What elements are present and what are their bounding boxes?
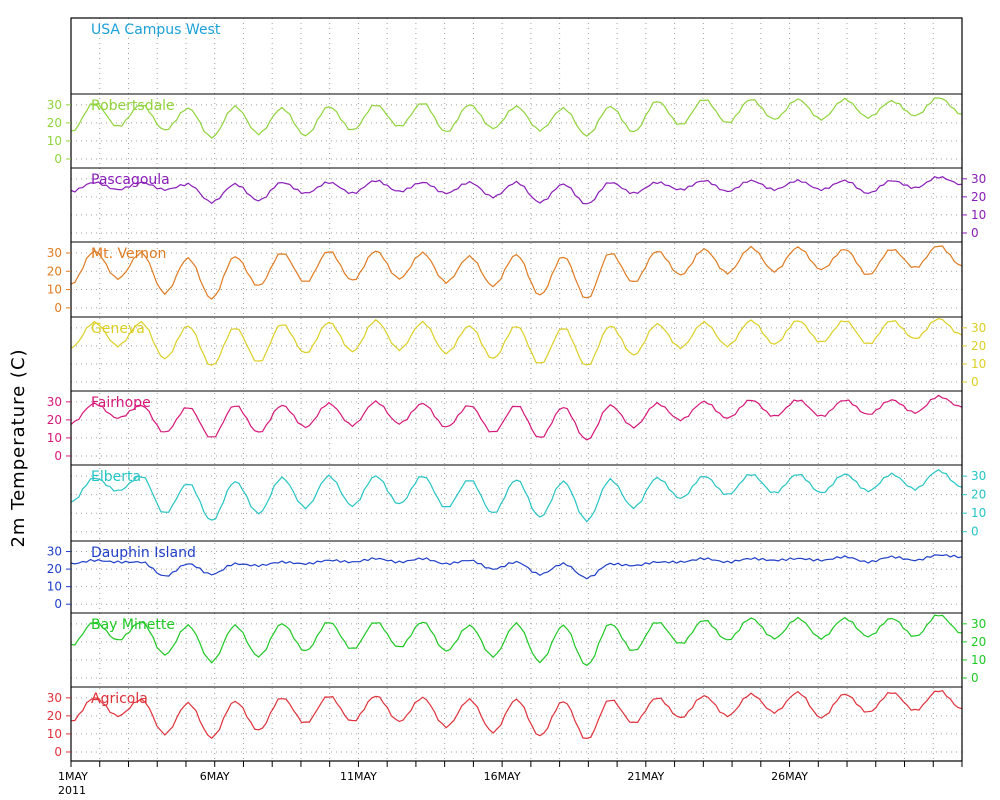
y-tick-label: 20 bbox=[971, 339, 986, 353]
y-tick-label: 20 bbox=[47, 413, 62, 427]
y-tick-label: 20 bbox=[47, 709, 62, 723]
y-tick-label: 10 bbox=[971, 208, 986, 222]
station-label: Dauphin Island bbox=[91, 545, 196, 561]
y-tick-label: 20 bbox=[47, 264, 62, 278]
plot-frame bbox=[70, 17, 963, 762]
y-tick-label: 30 bbox=[47, 246, 62, 260]
y-tick-label: 0 bbox=[971, 375, 979, 389]
y-tick-label: 30 bbox=[47, 395, 62, 409]
y-tick-label: 10 bbox=[47, 727, 62, 741]
series-line-geneva bbox=[70, 317, 963, 366]
y-tick-label: 20 bbox=[971, 635, 986, 649]
y-tick-label: 10 bbox=[47, 134, 62, 148]
y-tick-label: 10 bbox=[971, 506, 986, 520]
series-line-agricola bbox=[70, 690, 963, 740]
series-layer bbox=[70, 97, 963, 740]
x-tick-label: 11MAY bbox=[340, 770, 377, 783]
series-line-mt-vernon bbox=[70, 245, 963, 300]
station-label: USA Campus West bbox=[91, 22, 221, 38]
frame-layer bbox=[70, 17, 963, 762]
y-tick-label: 10 bbox=[971, 653, 986, 667]
x-tick-label: 1MAY bbox=[58, 770, 88, 783]
station-label: Mt. Vernon bbox=[91, 246, 166, 262]
y-tick-label: 30 bbox=[971, 617, 986, 631]
y-tick-label: 0 bbox=[54, 449, 62, 463]
station-label: Robertsdale bbox=[91, 98, 175, 114]
y-tick-label: 20 bbox=[47, 116, 62, 130]
series-line-pascagoula bbox=[70, 176, 963, 205]
y-tick-label: 10 bbox=[47, 431, 62, 445]
y-tick-label: 20 bbox=[47, 562, 62, 576]
x-tick-label: 6MAY bbox=[200, 770, 230, 783]
y-tick-label: 30 bbox=[47, 691, 62, 705]
y-tick-label: 30 bbox=[971, 469, 986, 483]
y-tick-label: 10 bbox=[47, 283, 62, 297]
grid-layer bbox=[71, 18, 962, 761]
y-tick-label: 0 bbox=[971, 671, 979, 685]
x-tick-label: 16MAY bbox=[484, 770, 521, 783]
y-tick-label: 0 bbox=[54, 301, 62, 315]
x-axis-year-label: 2011 bbox=[58, 784, 86, 797]
x-tick-label: 21MAY bbox=[627, 770, 664, 783]
station-label: Agricola bbox=[91, 691, 148, 707]
y-tick-label: 0 bbox=[54, 152, 62, 166]
y-tick-label: 20 bbox=[971, 488, 986, 502]
y-tick-label: 0 bbox=[971, 226, 979, 240]
y-tick-label: 10 bbox=[971, 357, 986, 371]
y-tick-label: 0 bbox=[54, 597, 62, 611]
y-tick-label: 30 bbox=[47, 98, 62, 112]
x-tick-label: 26MAY bbox=[771, 770, 808, 783]
series-line-fairhope bbox=[70, 394, 963, 441]
series-line-dauphin-island bbox=[70, 554, 963, 580]
y-tick-label: 0 bbox=[971, 525, 979, 539]
y-tick-label: 0 bbox=[54, 745, 62, 759]
series-line-bay-minette bbox=[70, 614, 963, 667]
y-tick-label: 30 bbox=[971, 321, 986, 335]
y-axis-label: 2m Temperature (C) bbox=[8, 348, 29, 547]
station-label: Geneva bbox=[91, 321, 145, 337]
station-label: Bay Minette bbox=[91, 617, 175, 633]
series-line-elberta bbox=[70, 468, 963, 523]
station-label: Fairhope bbox=[91, 395, 151, 411]
series-line-robertsdale bbox=[70, 97, 963, 139]
station-label: Pascagoula bbox=[91, 172, 170, 188]
y-tick-label: 30 bbox=[971, 172, 986, 186]
station-label: Elberta bbox=[91, 469, 141, 485]
y-tick-label: 10 bbox=[47, 580, 62, 594]
y-tick-label: 30 bbox=[47, 545, 62, 559]
axis-layer: USA Campus West Robertsdale 0 10 20 30 Pascago… bbox=[47, 22, 987, 783]
y-tick-label: 20 bbox=[971, 190, 986, 204]
